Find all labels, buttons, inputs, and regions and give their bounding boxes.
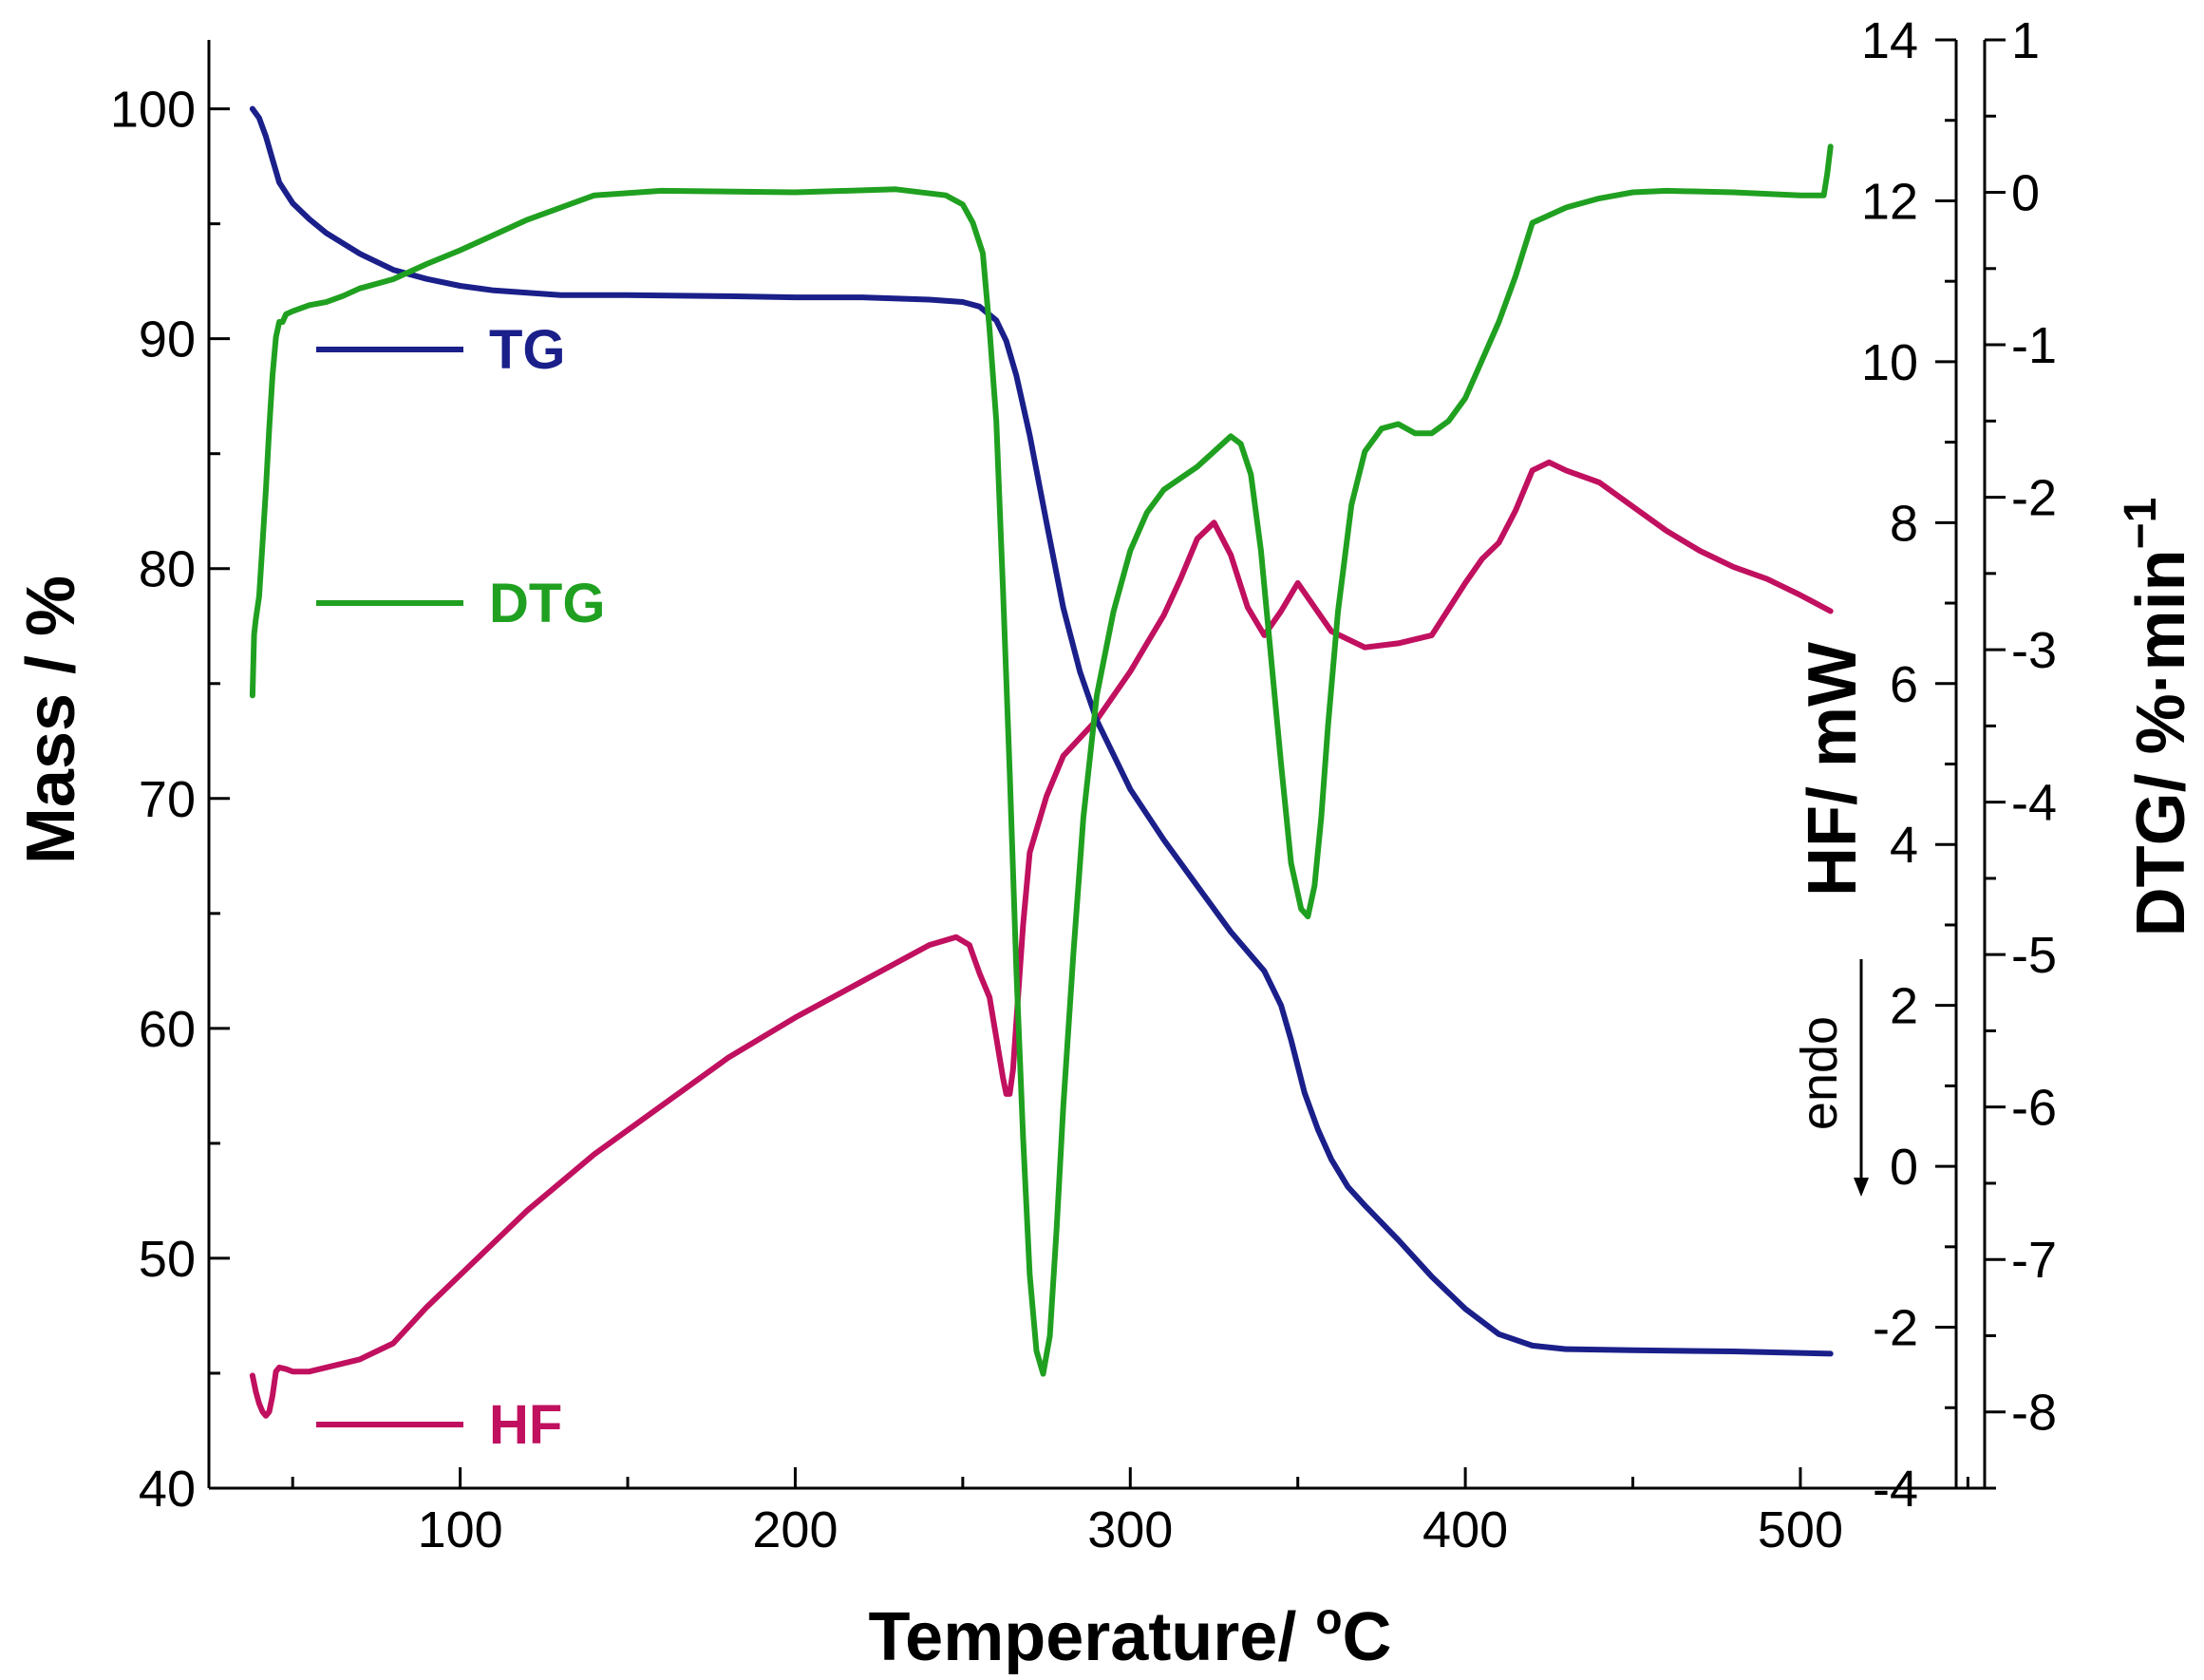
mass-tick-label: 40 xyxy=(139,1461,196,1518)
x-tick-label: 200 xyxy=(752,1501,838,1558)
legend-label-dtg: DTG xyxy=(489,573,605,634)
dtg-tick-label: -7 xyxy=(2011,1232,2057,1289)
legend-label-tg: TG xyxy=(489,319,566,381)
x-axis: 100 200 300 400 500 xyxy=(291,1467,1969,1558)
x-axis-title: Temperature/ oC xyxy=(869,1594,1392,1675)
x-tick-label: 100 xyxy=(418,1501,503,1558)
dtg-series-line xyxy=(249,143,1834,1377)
hf-tick-label: 10 xyxy=(1861,334,1918,391)
hf-tick-label: 14 xyxy=(1861,12,1918,69)
hf-tick-label: -2 xyxy=(1873,1300,1918,1357)
hf-tick-label: 0 xyxy=(1890,1139,1918,1196)
hf-tick-label: 6 xyxy=(1890,656,1918,713)
mass-tick-label: 50 xyxy=(139,1231,196,1288)
mass-tick-label: 100 xyxy=(110,82,196,139)
endo-label: endo xyxy=(1791,1016,1848,1130)
hf-tick-label: 4 xyxy=(1890,817,1918,874)
hf-tick-label: 8 xyxy=(1890,495,1918,552)
dtg-tick-label: -2 xyxy=(2011,470,2057,527)
mass-tick-label: 70 xyxy=(139,771,196,828)
mass-tick-label: 90 xyxy=(139,311,196,368)
plot-frame xyxy=(207,40,1987,1490)
dtg-tick-label: 0 xyxy=(2011,165,2040,222)
hf-axis: -4 -2 0 2 4 6 8 10 12 14 xyxy=(1861,12,1956,1518)
x-tick-label: 400 xyxy=(1422,1501,1508,1558)
tg-series-line xyxy=(249,105,1834,1357)
series-layer xyxy=(249,105,1834,1419)
dtg-tick-label: -6 xyxy=(2011,1080,2057,1137)
hf-tick-label: 2 xyxy=(1890,978,1918,1035)
dtg-tick-label: -8 xyxy=(2011,1385,2057,1442)
mass-tick-label: 60 xyxy=(139,1001,196,1058)
mass-tick-label: 80 xyxy=(139,541,196,598)
mass-axis-title: Mass / % xyxy=(13,576,89,864)
hf-tick-label: -4 xyxy=(1873,1461,1918,1518)
hf-series-line xyxy=(249,459,1834,1419)
dtg-tick-label: -1 xyxy=(2011,317,2057,374)
x-tick-label: 500 xyxy=(1758,1501,1843,1558)
dtg-axis-title: DTG/ %·min−1 xyxy=(2116,498,2199,937)
legend-label-hf: HF xyxy=(489,1394,562,1456)
endo-arrow-head xyxy=(1854,1178,1869,1197)
dtg-tick-label: -4 xyxy=(2011,775,2057,832)
x-tick-label: 300 xyxy=(1087,1501,1173,1558)
hf-axis-title: HF/ mW xyxy=(1795,642,1871,897)
dtg-tick-label: -5 xyxy=(2011,927,2057,984)
dtg-tick-label: -3 xyxy=(2011,622,2057,679)
legend: TG DTG HF xyxy=(316,319,605,1456)
mass-axis: 40 50 60 70 80 90 100 xyxy=(110,82,230,1518)
dtg-tick-label: 1 xyxy=(2011,12,2040,69)
dtg-axis: -8 -7 -6 -5 -4 -3 -2 -1 0 1 xyxy=(1985,12,2057,1490)
hf-tick-label: 12 xyxy=(1861,173,1918,230)
